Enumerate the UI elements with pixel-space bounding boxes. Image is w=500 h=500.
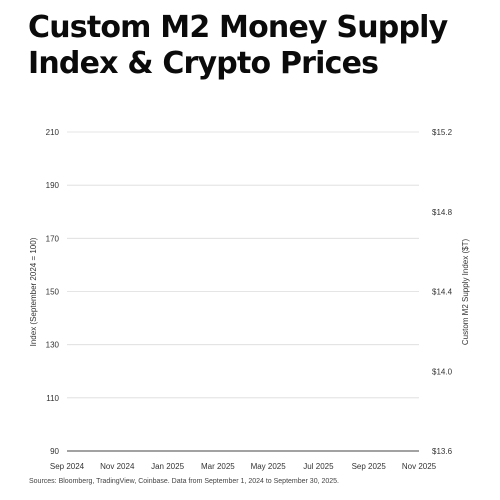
y-axis-left-title: Index (September 2024 = 100) — [29, 237, 38, 346]
y-left-tick-label: 190 — [46, 181, 60, 190]
y-left-tick-label: 90 — [50, 447, 59, 456]
x-tick-label: Jul 2025 — [303, 462, 334, 471]
source-note: Sources: Bloomberg, TradingView, Coinbas… — [29, 478, 339, 485]
x-axis: Sep 2024 Nov 2024 Jan 2025 Mar 2025 May 2025… — [50, 462, 437, 471]
x-tick-label: Sep 2025 — [352, 462, 387, 471]
y-right-tick-label: $14.0 — [432, 367, 453, 376]
chart-title: Custom M2 Money Supply Index & Crypto Pr… — [28, 10, 478, 82]
y-left-tick-label: 110 — [46, 394, 59, 403]
y-right-tick-label: $13.6 — [432, 447, 453, 456]
y-left-tick-label: 170 — [46, 234, 60, 243]
x-tick-label: Mar 2025 — [201, 462, 235, 471]
chart-title-line-2: Index & Crypto Prices — [28, 46, 379, 81]
y-left-tick-label: 210 — [46, 128, 60, 137]
y-axis-right-title: Custom M2 Supply Index ($T) — [461, 239, 470, 346]
y-right-tick-label: $14.8 — [432, 208, 453, 217]
y-axis-left: 210 190 170 150 130 110 90 — [46, 128, 60, 456]
y-axis-right: $15.2 $14.8 $14.4 $14.0 $13.6 — [432, 128, 453, 456]
y-right-tick-label: $15.2 — [432, 128, 453, 137]
y-left-tick-label: 130 — [46, 341, 60, 350]
y-left-tick-label: 150 — [46, 288, 60, 297]
x-tick-label: Jan 2025 — [151, 462, 184, 471]
x-tick-label: Nov 2024 — [100, 462, 135, 471]
x-tick-label: May 2025 — [251, 462, 287, 471]
grid-lines — [67, 131, 419, 452]
x-tick-label: Sep 2024 — [50, 462, 85, 471]
chart-title-line-1: Custom M2 Money Supply — [28, 10, 448, 45]
y-right-tick-label: $14.4 — [432, 288, 453, 297]
x-tick-label: Nov 2025 — [402, 462, 437, 471]
